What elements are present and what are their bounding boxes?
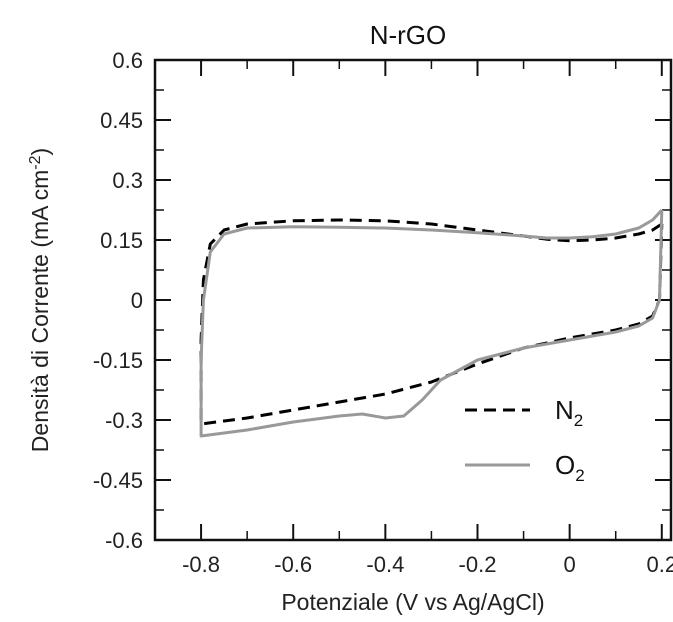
series-layer <box>199 208 664 438</box>
y-tick-label: 0.3 <box>112 168 143 193</box>
legend-label-name: O <box>555 450 575 480</box>
y-tick-label: 0.6 <box>112 48 143 73</box>
y-tick-label: 0.45 <box>100 108 143 133</box>
y-tick-label: -0.3 <box>105 408 143 433</box>
y-axis-title-close: ) <box>27 148 53 156</box>
y-axis-title-group: Densità di Corrente (mA cm-2) <box>27 148 54 452</box>
y-axis-title-sup: -2 <box>27 155 44 169</box>
legend-label-2: O2 <box>555 450 585 485</box>
legend-label-subscript: 2 <box>574 411 583 430</box>
y-tick-label: -0.45 <box>93 468 143 493</box>
series-line-1 <box>199 218 664 426</box>
legend-label-name: N <box>555 395 574 425</box>
x-tick-label: 0 <box>564 552 576 577</box>
y-tick-label: -0.6 <box>105 528 143 553</box>
y-tick-label: 0.15 <box>100 228 143 253</box>
x-axis-title: Potenziale (V vs Ag/AgCl) <box>281 589 544 615</box>
legend-label-1: N2 <box>555 395 583 430</box>
x-tick-label: -0.8 <box>182 552 220 577</box>
y-axis-title: Densità di Corrente (mA cm-2) <box>27 148 54 452</box>
y-axis-title-text: Densità di Corrente (mA cm <box>27 170 53 452</box>
y-tick-label: 0 <box>131 288 143 313</box>
chart-title: N-rGO <box>370 20 447 50</box>
x-tick-label: 0.2 <box>646 552 673 577</box>
plot-frame <box>153 58 673 542</box>
x-tick-label: -0.6 <box>274 552 312 577</box>
ticks-layer: 0.6 0.45 0.3 0.15 0 -0.15 -0.3 -0.45 -0.6 -0.8 -0.… <box>93 48 673 577</box>
series-line-2 <box>199 208 664 438</box>
legend-label-subscript: 2 <box>575 466 584 485</box>
x-tick-label: -0.2 <box>459 552 497 577</box>
x-tick-label: -0.4 <box>366 552 404 577</box>
y-tick-label: -0.15 <box>93 348 143 373</box>
